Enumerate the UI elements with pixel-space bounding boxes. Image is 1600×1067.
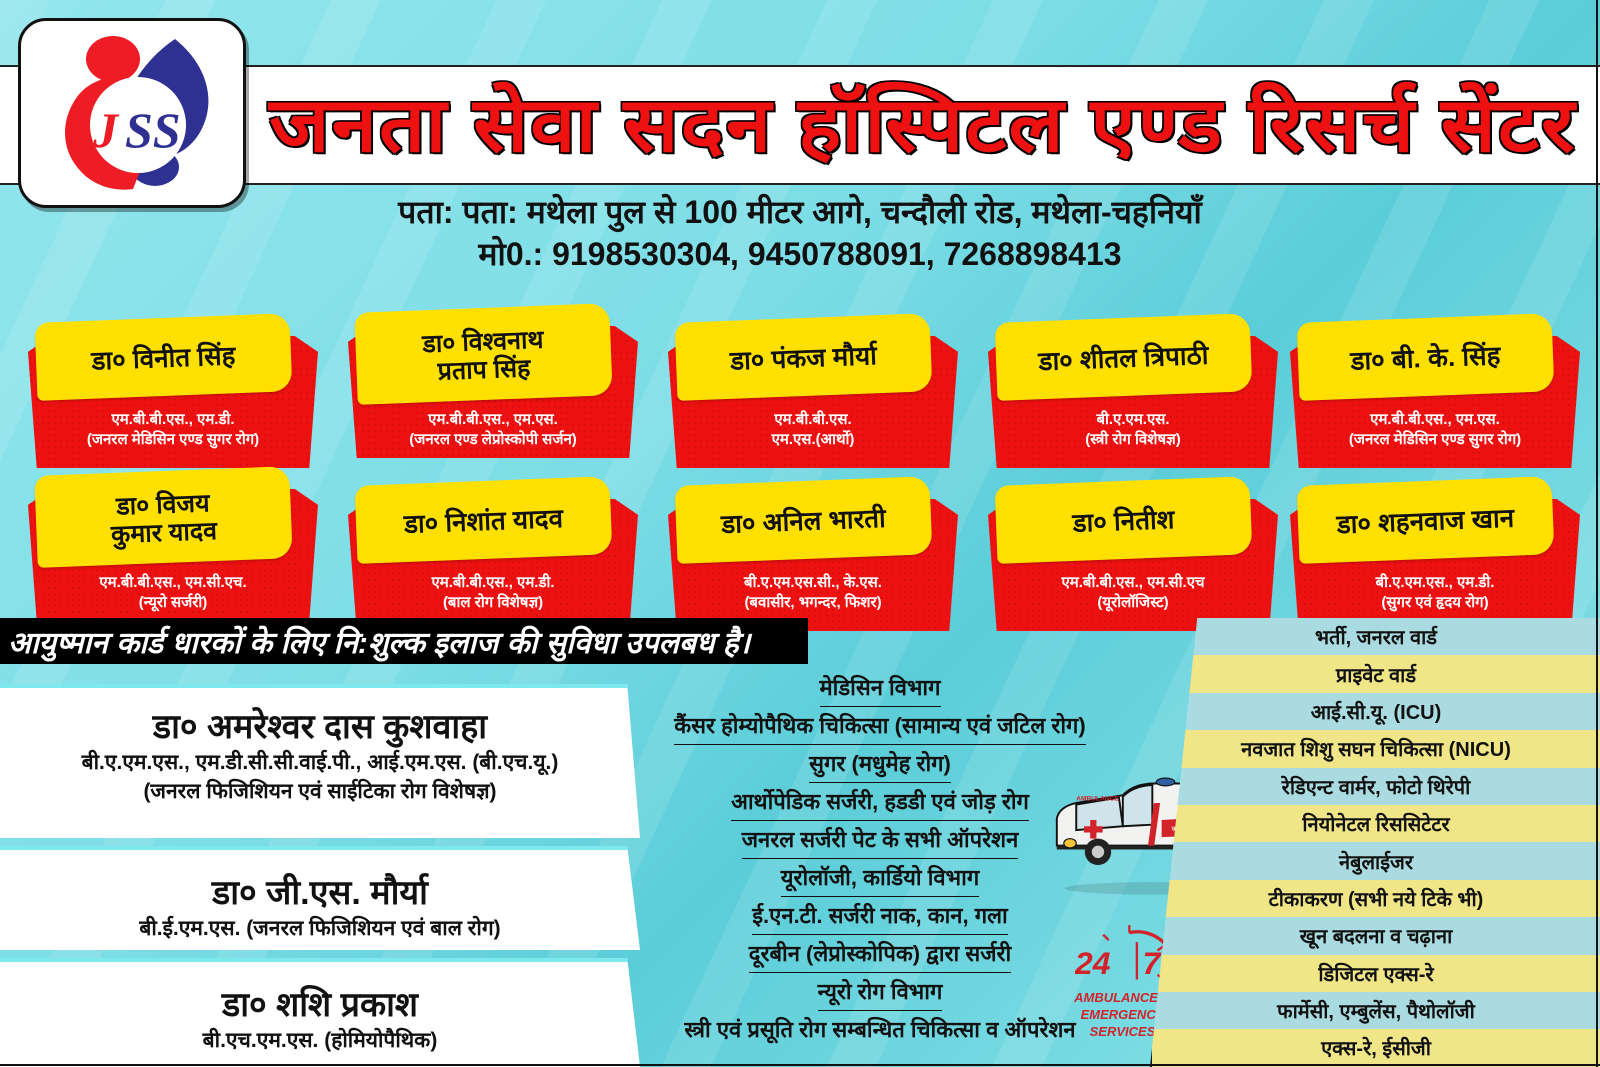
svg-text:J: J (92, 102, 120, 158)
svg-text:7: 7 (1143, 945, 1162, 981)
svg-text:AMBULANCE: AMBULANCE (1076, 796, 1119, 803)
svg-text:SS: SS (125, 102, 181, 158)
svg-text:24: 24 (1075, 945, 1111, 981)
